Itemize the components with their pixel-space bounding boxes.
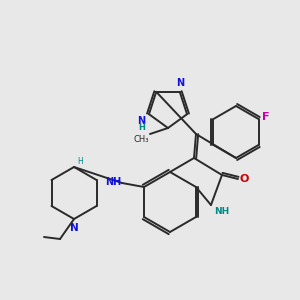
Text: F: F (262, 112, 269, 122)
Text: H: H (77, 158, 83, 166)
Text: NH: NH (214, 207, 229, 216)
Text: N: N (137, 116, 145, 126)
Text: O: O (240, 174, 249, 184)
Text: CH₃: CH₃ (134, 135, 149, 144)
Text: N: N (70, 223, 78, 233)
Text: NH: NH (105, 177, 121, 187)
Text: N: N (176, 78, 184, 88)
Text: H: H (138, 123, 145, 132)
